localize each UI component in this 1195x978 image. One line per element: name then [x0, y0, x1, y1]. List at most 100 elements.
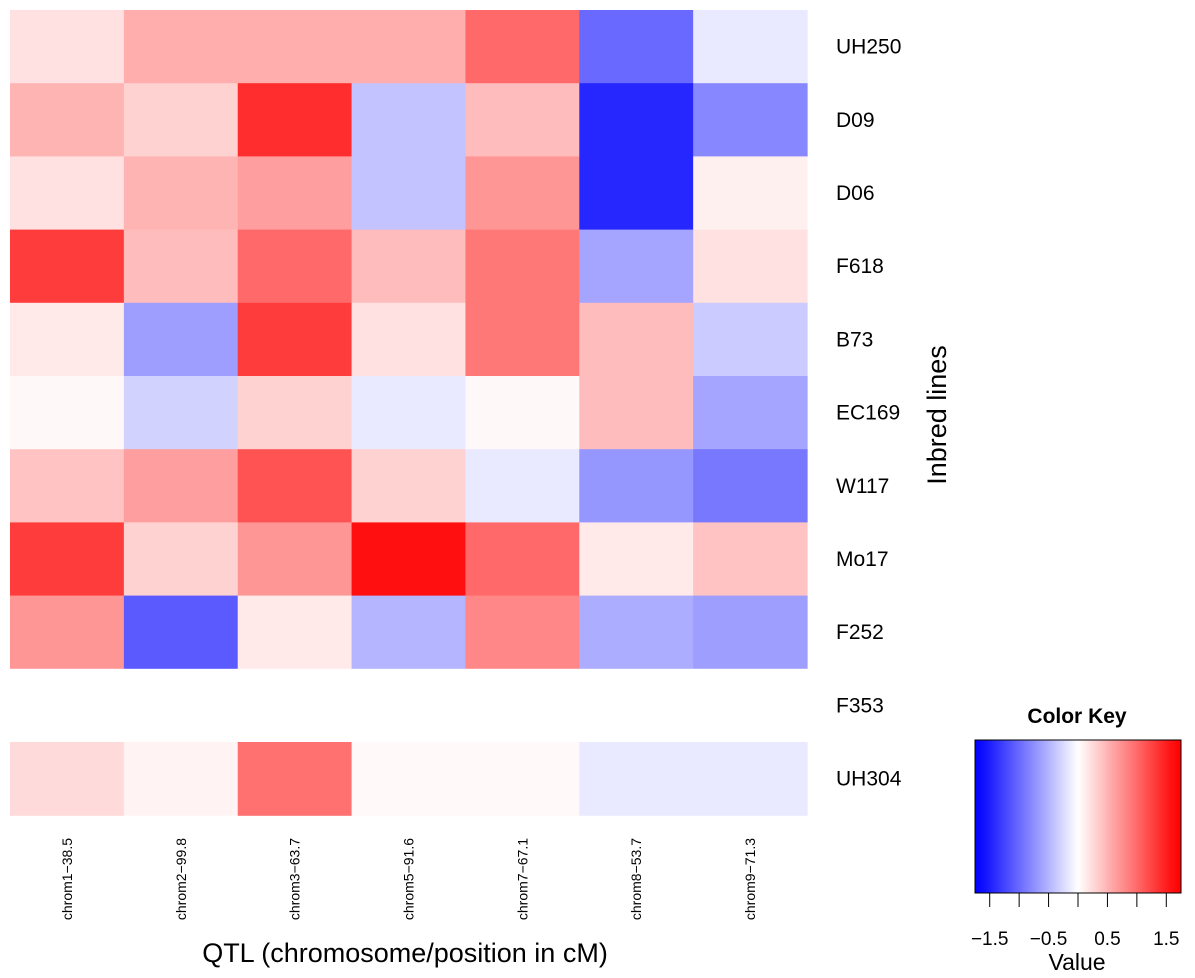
heatmap-cell — [465, 376, 579, 450]
heatmap-cell — [579, 303, 693, 377]
heatmap-cell — [124, 230, 238, 304]
color-key-ticks: −1.5 −0.5 0.5 1.5 — [971, 893, 1180, 950]
row-labels: UH250 D09 D06 F618 B73 EC169 W117 Mo17 F252 F353 U… — [836, 36, 902, 791]
column-label: chrom3−63.7 — [287, 838, 303, 920]
heatmap-cell — [579, 449, 693, 523]
row-label: EC169 — [836, 402, 900, 425]
heatmap-cell — [238, 10, 352, 84]
row-label: F353 — [836, 694, 884, 717]
heatmap-cell — [579, 10, 693, 84]
heatmap-cell — [352, 449, 466, 523]
heatmap-cell — [238, 376, 352, 450]
heatmap-cell — [579, 230, 693, 304]
color-key-tick-label: 1.5 — [1153, 929, 1179, 950]
heatmap-cell — [352, 596, 466, 670]
heatmap-cell — [352, 522, 466, 596]
heatmap-cell — [10, 669, 124, 743]
heatmap-cell — [124, 10, 238, 84]
heatmap-cell — [579, 83, 693, 157]
heatmap-cell — [124, 449, 238, 523]
heatmap-cell — [124, 742, 238, 816]
heatmap-cell — [238, 596, 352, 670]
heatmap-cell — [352, 303, 466, 377]
heatmap-cell — [238, 449, 352, 523]
heatmap-cell — [352, 742, 466, 816]
heatmap-cell — [10, 522, 124, 596]
heatmap-cell — [10, 596, 124, 670]
row-label: F618 — [836, 255, 884, 278]
row-label: B73 — [836, 328, 873, 351]
heatmap-cell — [124, 156, 238, 230]
heatmap-cell — [465, 522, 579, 596]
heatmap-cell — [693, 10, 807, 84]
heatmap-cell — [693, 83, 807, 157]
heatmap-cell — [352, 376, 466, 450]
heatmap-cell — [352, 156, 466, 230]
heatmap-cell — [465, 449, 579, 523]
heatmap-cell — [10, 303, 124, 377]
heatmap-cell — [238, 156, 352, 230]
heatmap-cell — [579, 376, 693, 450]
heatmap-cell — [124, 83, 238, 157]
heatmap-cell — [124, 376, 238, 450]
heatmap-cell — [465, 596, 579, 670]
column-label: chrom7−67.1 — [514, 838, 530, 920]
heatmap-cell — [693, 376, 807, 450]
heatmap-cells — [10, 10, 808, 816]
heatmap-cell — [693, 596, 807, 670]
heatmap-cell — [579, 596, 693, 670]
heatmap-cell — [238, 303, 352, 377]
heatmap-cell — [352, 669, 466, 743]
heatmap-cell — [579, 522, 693, 596]
row-label: Mo17 — [836, 548, 889, 571]
heatmap-cell — [238, 742, 352, 816]
heatmap-cell — [579, 156, 693, 230]
row-label: F252 — [836, 621, 884, 644]
heatmap-cell — [465, 303, 579, 377]
heatmap-cell — [693, 156, 807, 230]
heatmap-cell — [10, 449, 124, 523]
heatmap-cell — [124, 596, 238, 670]
row-label: W117 — [836, 475, 889, 498]
row-label: D09 — [836, 109, 875, 132]
color-key-gradient — [975, 740, 1181, 893]
color-key-title: Color Key — [1027, 705, 1127, 728]
heatmap-cell — [465, 156, 579, 230]
heatmap-cell — [352, 10, 466, 84]
heatmap-cell — [579, 742, 693, 816]
heatmap-cell — [693, 449, 807, 523]
heatmap-cell — [465, 83, 579, 157]
column-label: chrom9−71.3 — [742, 838, 758, 920]
column-labels: chrom1−38.5 chrom2−99.8 chrom3−63.7 chrom5−… — [59, 838, 758, 920]
column-label: chrom2−99.8 — [173, 838, 189, 920]
color-key-xlabel: Value — [1048, 949, 1105, 975]
y-axis-label: Inbred lines — [922, 345, 952, 485]
heatmap-cell — [693, 522, 807, 596]
heatmap-cell — [124, 669, 238, 743]
color-key: Color Key −1.5 −0.5 0.5 1.5 Value — [971, 705, 1181, 975]
heatmap-cell — [10, 10, 124, 84]
heatmap-cell — [693, 230, 807, 304]
heatmap-cell — [124, 522, 238, 596]
color-key-tick-label: 0.5 — [1094, 929, 1120, 950]
heatmap-cell — [465, 669, 579, 743]
row-label: UH304 — [836, 768, 902, 791]
heatmap-cell — [693, 669, 807, 743]
heatmap-cell — [238, 522, 352, 596]
heatmap-cell — [352, 230, 466, 304]
heatmap-cell — [10, 156, 124, 230]
column-label: chrom8−53.7 — [628, 838, 644, 920]
heatmap-cell — [10, 376, 124, 450]
row-label: D06 — [836, 182, 875, 205]
heatmap-cell — [693, 303, 807, 377]
heatmap-cell — [238, 669, 352, 743]
row-label: UH250 — [836, 36, 901, 59]
heatmap-cell — [579, 669, 693, 743]
color-key-tick-label: −1.5 — [971, 929, 1009, 950]
heatmap-cell — [352, 83, 466, 157]
x-axis-label: QTL (chromosome/position in cM) — [202, 938, 608, 968]
heatmap-cell — [124, 303, 238, 377]
column-label: chrom1−38.5 — [59, 838, 75, 920]
heatmap-cell — [10, 742, 124, 816]
